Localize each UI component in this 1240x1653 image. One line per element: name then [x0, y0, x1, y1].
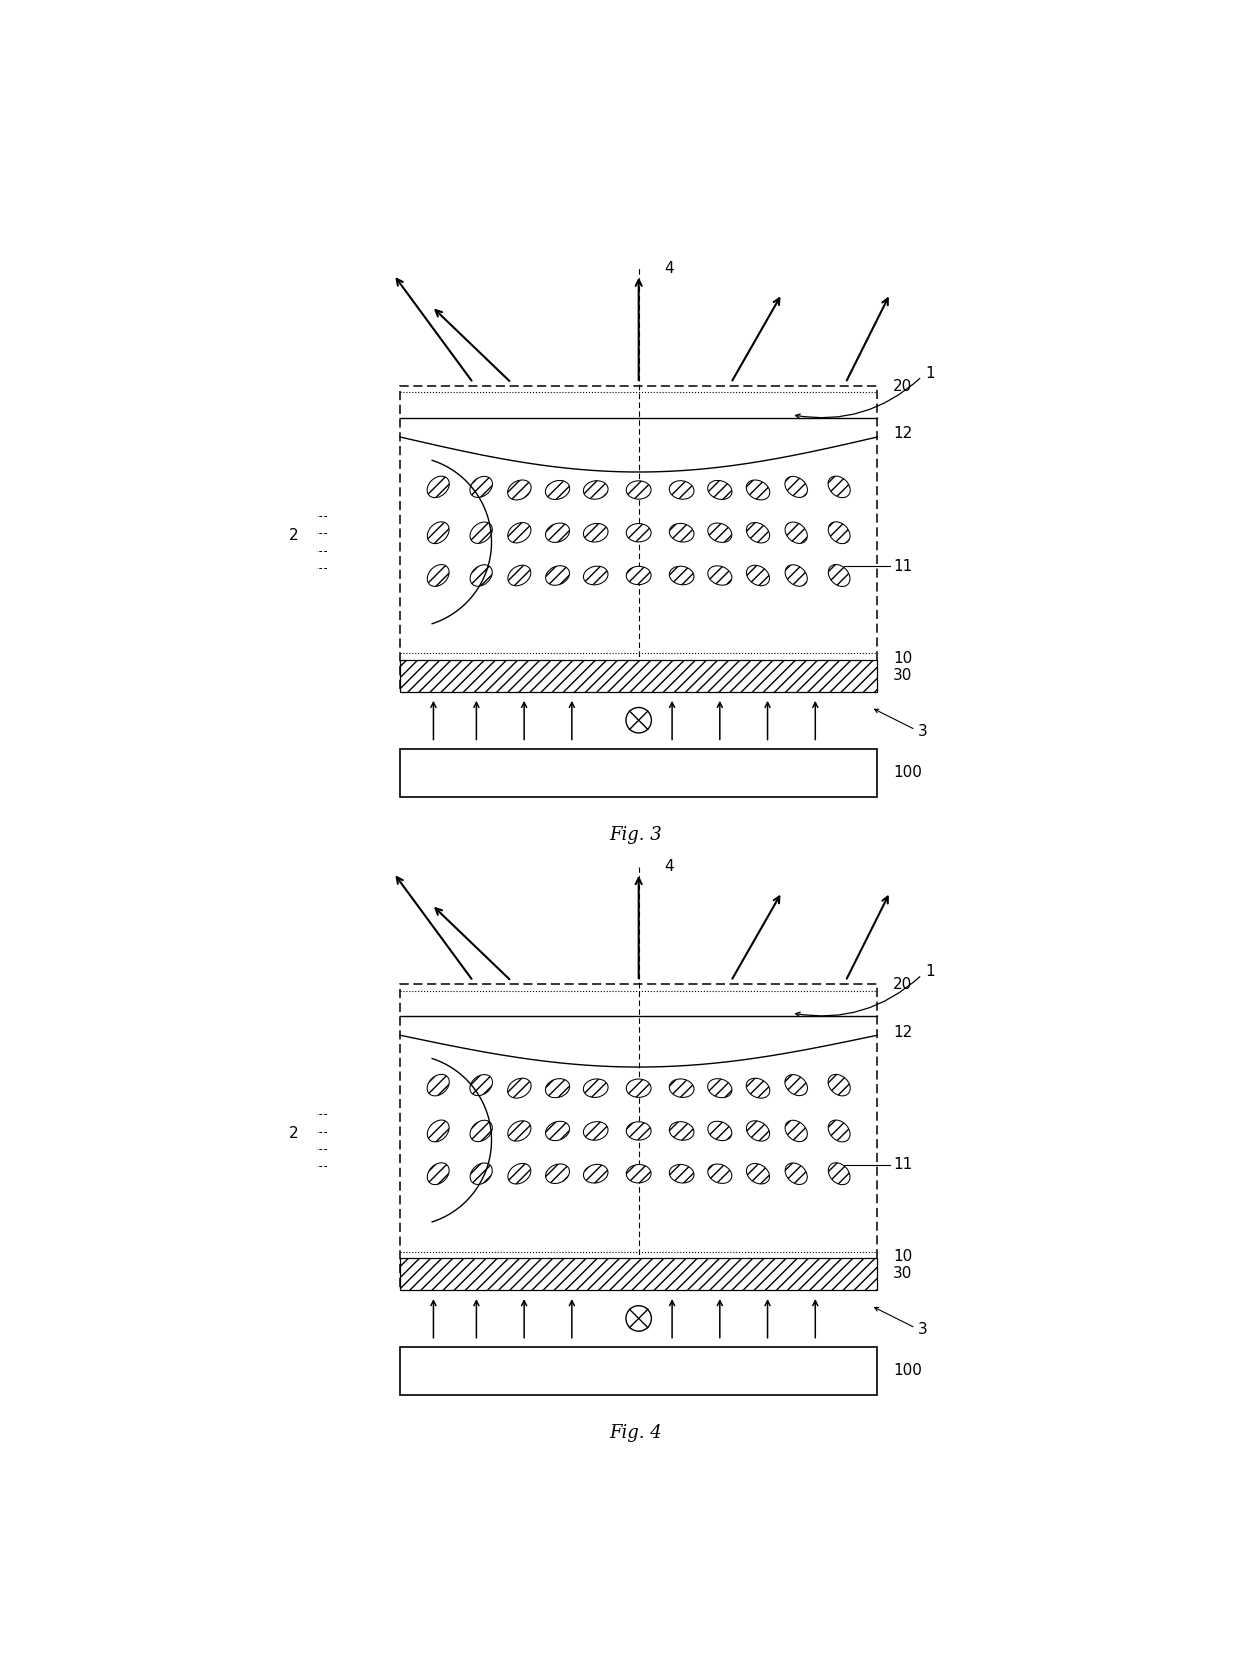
Ellipse shape — [828, 1074, 851, 1096]
Ellipse shape — [428, 1162, 449, 1185]
Text: 10: 10 — [893, 651, 913, 666]
Ellipse shape — [828, 476, 851, 498]
Ellipse shape — [746, 565, 770, 585]
Ellipse shape — [626, 481, 651, 499]
Text: Fig. 3: Fig. 3 — [609, 826, 662, 843]
Ellipse shape — [708, 481, 732, 499]
Text: 12: 12 — [893, 426, 913, 441]
Ellipse shape — [670, 567, 694, 585]
Ellipse shape — [828, 1162, 849, 1185]
Ellipse shape — [508, 1164, 531, 1184]
Bar — [401, 749, 878, 797]
Ellipse shape — [470, 476, 492, 498]
Ellipse shape — [626, 567, 651, 585]
Ellipse shape — [428, 1121, 449, 1142]
Ellipse shape — [626, 524, 651, 542]
Ellipse shape — [583, 1079, 608, 1098]
Bar — [401, 1258, 878, 1289]
Ellipse shape — [427, 476, 449, 498]
Ellipse shape — [583, 481, 608, 499]
Ellipse shape — [507, 522, 531, 542]
Ellipse shape — [785, 522, 807, 544]
Text: 20: 20 — [893, 379, 913, 393]
Text: 3: 3 — [918, 724, 928, 739]
Ellipse shape — [785, 1074, 807, 1096]
Ellipse shape — [507, 1121, 531, 1141]
Ellipse shape — [670, 524, 694, 542]
Text: 100: 100 — [893, 765, 923, 780]
Ellipse shape — [583, 1122, 608, 1141]
Ellipse shape — [507, 1078, 531, 1098]
Ellipse shape — [708, 565, 732, 585]
Ellipse shape — [828, 565, 849, 587]
Text: 12: 12 — [893, 1025, 913, 1040]
Text: 2: 2 — [289, 529, 299, 544]
Ellipse shape — [670, 1122, 694, 1141]
Ellipse shape — [746, 479, 770, 499]
Ellipse shape — [746, 1121, 770, 1141]
Text: 11: 11 — [893, 1157, 913, 1172]
Ellipse shape — [670, 1079, 694, 1098]
Ellipse shape — [828, 1121, 851, 1142]
Text: 3: 3 — [918, 1322, 928, 1337]
Ellipse shape — [470, 1164, 492, 1185]
Ellipse shape — [427, 1074, 449, 1096]
Ellipse shape — [708, 1121, 732, 1141]
Ellipse shape — [546, 522, 569, 542]
Ellipse shape — [746, 1164, 770, 1184]
Text: 10: 10 — [893, 1250, 913, 1265]
Ellipse shape — [708, 522, 732, 542]
Ellipse shape — [470, 565, 492, 587]
Ellipse shape — [584, 1164, 608, 1184]
Ellipse shape — [583, 524, 608, 542]
Ellipse shape — [546, 565, 569, 585]
Ellipse shape — [508, 565, 531, 585]
Ellipse shape — [626, 1122, 651, 1141]
Ellipse shape — [626, 1079, 651, 1098]
Ellipse shape — [626, 1165, 651, 1184]
Ellipse shape — [785, 1121, 807, 1142]
Bar — [401, 660, 878, 691]
Ellipse shape — [670, 481, 694, 499]
Ellipse shape — [546, 1121, 569, 1141]
Ellipse shape — [746, 1078, 770, 1098]
Text: 100: 100 — [893, 1364, 923, 1379]
Text: 30: 30 — [893, 668, 913, 683]
Text: 30: 30 — [893, 1266, 913, 1281]
Ellipse shape — [507, 479, 531, 499]
Ellipse shape — [785, 565, 807, 587]
Ellipse shape — [584, 565, 608, 585]
Text: 20: 20 — [893, 977, 913, 992]
Ellipse shape — [470, 522, 492, 544]
Ellipse shape — [428, 565, 449, 587]
Text: 1: 1 — [925, 964, 935, 979]
Ellipse shape — [470, 1121, 492, 1142]
Ellipse shape — [708, 1079, 732, 1098]
Bar — [401, 1347, 878, 1395]
Text: Fig. 4: Fig. 4 — [609, 1423, 662, 1441]
Ellipse shape — [785, 476, 807, 498]
Ellipse shape — [708, 1164, 732, 1184]
Text: 4: 4 — [665, 860, 673, 874]
Text: 11: 11 — [893, 559, 913, 574]
Ellipse shape — [746, 522, 770, 542]
Text: 2: 2 — [289, 1126, 299, 1141]
Ellipse shape — [428, 522, 449, 544]
Ellipse shape — [785, 1164, 807, 1185]
Ellipse shape — [670, 1164, 694, 1184]
Ellipse shape — [546, 1079, 569, 1098]
Ellipse shape — [546, 481, 569, 499]
Ellipse shape — [546, 1164, 569, 1184]
Ellipse shape — [828, 522, 851, 544]
Ellipse shape — [470, 1074, 492, 1096]
Text: 1: 1 — [925, 365, 935, 380]
Text: 4: 4 — [665, 261, 673, 276]
